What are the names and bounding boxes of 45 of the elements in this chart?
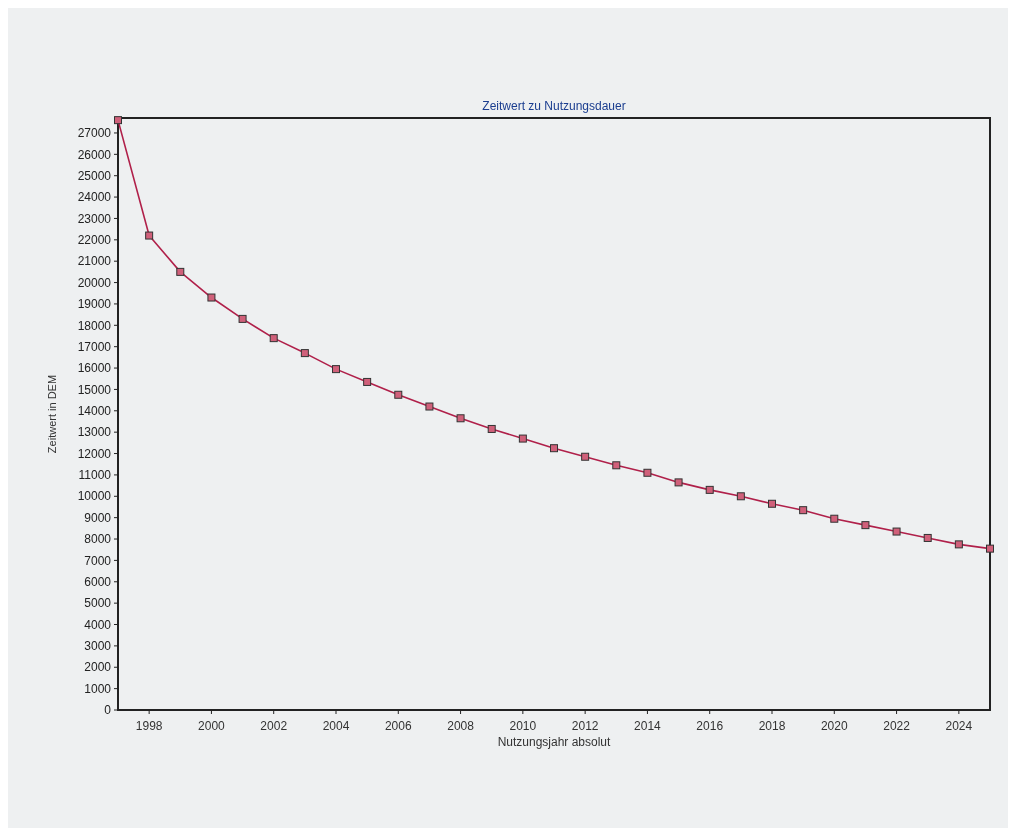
y-tick-label: 6000 bbox=[84, 574, 112, 589]
y-tick-label: 25000 bbox=[77, 168, 112, 183]
y-tick-label: 13000 bbox=[77, 425, 112, 440]
y-tick-label: 1000 bbox=[84, 681, 112, 696]
y-tick-label: 26000 bbox=[77, 147, 112, 162]
y-tick-label: 22000 bbox=[77, 233, 112, 248]
y-tick-label: 18000 bbox=[77, 318, 112, 333]
x-tick-label: 2020 bbox=[820, 719, 848, 733]
y-tick-label: 20000 bbox=[77, 275, 112, 290]
y-tick-label: 9000 bbox=[84, 510, 112, 525]
x-tick-label: 2024 bbox=[945, 719, 973, 733]
x-axis-title: Nutzungsjahr absolut bbox=[497, 735, 612, 749]
y-axis-title: Zeitwert in DEM bbox=[46, 374, 58, 454]
x-tick-label: 2002 bbox=[260, 719, 288, 733]
x-tick-label: 2012 bbox=[571, 719, 599, 733]
y-tick-label: 23000 bbox=[77, 211, 112, 226]
x-tick-label: 1998 bbox=[135, 719, 163, 733]
y-tick-label: 17000 bbox=[77, 339, 112, 354]
x-tick-label: 2000 bbox=[198, 719, 226, 733]
y-tick-label: 19000 bbox=[77, 297, 112, 312]
y-tick-label: 5000 bbox=[84, 596, 112, 611]
y-tick-label: 10000 bbox=[77, 489, 112, 504]
y-tick-label: 8000 bbox=[84, 532, 112, 547]
y-tick-label: 0 bbox=[104, 703, 112, 718]
y-tick-label: 11000 bbox=[78, 468, 112, 483]
y-tick-label: 4000 bbox=[84, 617, 112, 632]
y-tick-label: 7000 bbox=[84, 553, 112, 568]
x-tick-label: 2018 bbox=[758, 719, 786, 733]
x-tick-label: 2016 bbox=[696, 719, 724, 733]
x-tick-label: 2022 bbox=[883, 719, 911, 733]
y-tick-label: 21000 bbox=[77, 254, 112, 269]
y-tick-label: 16000 bbox=[77, 361, 112, 376]
x-tick-label: 2008 bbox=[447, 719, 475, 733]
y-tick-label: 2000 bbox=[84, 660, 112, 675]
y-tick-label: 12000 bbox=[77, 446, 112, 461]
x-tick-label: 2010 bbox=[509, 719, 537, 733]
x-tick-label: 2006 bbox=[384, 719, 412, 733]
y-tick-label: 24000 bbox=[77, 190, 112, 205]
x-tick-label: 2004 bbox=[322, 719, 350, 733]
y-tick-label: 15000 bbox=[77, 382, 112, 397]
y-tick-label: 14000 bbox=[77, 403, 112, 418]
x-tick-label: 2014 bbox=[634, 719, 662, 733]
chart-title: Zeitwert zu Nutzungsdauer bbox=[482, 99, 626, 113]
y-tick-label: 3000 bbox=[84, 639, 112, 654]
y-tick-label: 27000 bbox=[77, 126, 112, 141]
